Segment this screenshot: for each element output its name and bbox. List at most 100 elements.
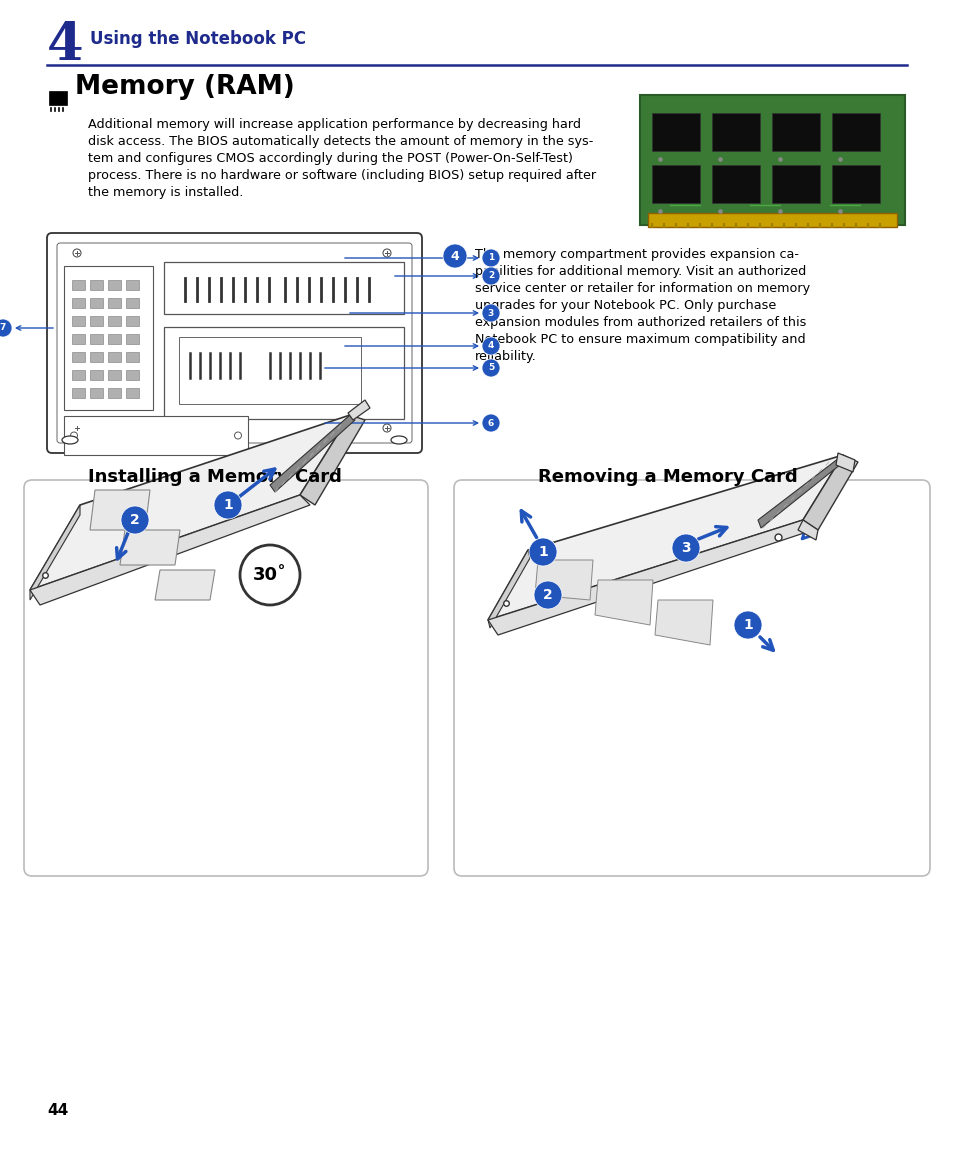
Circle shape <box>481 359 499 377</box>
Text: 2: 2 <box>542 588 553 602</box>
FancyBboxPatch shape <box>126 388 139 398</box>
FancyBboxPatch shape <box>71 352 85 362</box>
Text: Removing a Memory Card: Removing a Memory Card <box>537 468 797 486</box>
Text: expansion modules from authorized retailers of this: expansion modules from authorized retail… <box>475 316 805 329</box>
Circle shape <box>481 267 499 285</box>
Text: 1: 1 <box>537 545 547 559</box>
FancyBboxPatch shape <box>90 298 103 308</box>
FancyBboxPatch shape <box>164 262 403 314</box>
FancyBboxPatch shape <box>90 370 103 380</box>
Circle shape <box>733 611 761 639</box>
Circle shape <box>240 545 299 605</box>
Polygon shape <box>348 400 370 420</box>
Polygon shape <box>299 415 365 505</box>
Polygon shape <box>120 530 180 565</box>
Circle shape <box>481 304 499 322</box>
FancyBboxPatch shape <box>90 280 103 290</box>
Text: Additional memory will increase application performance by decreasing hard: Additional memory will increase applicat… <box>88 118 580 131</box>
Text: 3: 3 <box>680 541 690 556</box>
Text: 4: 4 <box>450 249 459 262</box>
FancyBboxPatch shape <box>831 165 879 203</box>
Text: disk access. The BIOS automatically detects the amount of memory in the sys-: disk access. The BIOS automatically dete… <box>88 135 593 148</box>
FancyBboxPatch shape <box>90 334 103 344</box>
Text: 1: 1 <box>487 253 494 262</box>
FancyBboxPatch shape <box>64 266 152 410</box>
FancyBboxPatch shape <box>49 91 67 105</box>
Circle shape <box>481 249 499 267</box>
Text: 4: 4 <box>487 342 494 350</box>
Ellipse shape <box>391 435 407 444</box>
FancyBboxPatch shape <box>164 327 403 419</box>
Circle shape <box>213 491 242 519</box>
Text: pabilities for additional memory. Visit an authorized: pabilities for additional memory. Visit … <box>475 264 805 278</box>
Polygon shape <box>595 580 652 625</box>
FancyBboxPatch shape <box>71 370 85 380</box>
Circle shape <box>481 337 499 355</box>
Text: Using the Notebook PC: Using the Notebook PC <box>90 30 306 49</box>
FancyBboxPatch shape <box>108 316 121 326</box>
Text: tem and configures CMOS accordingly during the POST (Power-On-Self-Test): tem and configures CMOS accordingly duri… <box>88 152 572 165</box>
FancyBboxPatch shape <box>90 316 103 326</box>
Polygon shape <box>30 505 80 599</box>
Polygon shape <box>758 455 845 528</box>
Text: The memory compartment provides expansion ca-: The memory compartment provides expansio… <box>475 248 799 261</box>
Circle shape <box>71 432 77 439</box>
FancyBboxPatch shape <box>24 480 428 875</box>
Text: reliability.: reliability. <box>475 350 537 363</box>
Polygon shape <box>488 550 530 628</box>
Text: service center or retailer for information on memory: service center or retailer for informati… <box>475 282 809 295</box>
FancyBboxPatch shape <box>57 243 412 444</box>
Polygon shape <box>655 599 712 644</box>
Circle shape <box>121 506 149 534</box>
Circle shape <box>534 581 561 609</box>
FancyBboxPatch shape <box>108 334 121 344</box>
Circle shape <box>73 249 81 258</box>
Circle shape <box>0 319 12 337</box>
Polygon shape <box>270 415 355 492</box>
FancyBboxPatch shape <box>90 352 103 362</box>
FancyBboxPatch shape <box>71 298 85 308</box>
FancyBboxPatch shape <box>71 334 85 344</box>
FancyBboxPatch shape <box>126 334 139 344</box>
FancyBboxPatch shape <box>454 480 929 875</box>
FancyBboxPatch shape <box>71 388 85 398</box>
FancyBboxPatch shape <box>639 95 904 225</box>
Circle shape <box>382 424 391 432</box>
FancyBboxPatch shape <box>651 165 700 203</box>
Text: the memory is installed.: the memory is installed. <box>88 186 243 199</box>
Text: 4: 4 <box>47 20 84 70</box>
FancyBboxPatch shape <box>179 337 360 404</box>
Text: process. There is no hardware or software (including BIOS) setup required after: process. There is no hardware or softwar… <box>88 169 596 182</box>
FancyBboxPatch shape <box>108 388 121 398</box>
Circle shape <box>234 432 241 439</box>
FancyBboxPatch shape <box>651 113 700 151</box>
Text: 7: 7 <box>0 323 6 333</box>
Polygon shape <box>488 455 842 620</box>
Text: 44: 44 <box>47 1103 69 1118</box>
Polygon shape <box>797 520 817 541</box>
Text: 30˚: 30˚ <box>253 566 287 584</box>
Text: Memory (RAM): Memory (RAM) <box>75 74 294 100</box>
Circle shape <box>529 538 557 566</box>
Text: Notebook PC to ensure maximum compatibility and: Notebook PC to ensure maximum compatibil… <box>475 333 804 346</box>
Text: Installing a Memory Card: Installing a Memory Card <box>88 468 341 486</box>
Text: 2: 2 <box>487 271 494 281</box>
Polygon shape <box>488 520 812 635</box>
FancyBboxPatch shape <box>831 113 879 151</box>
FancyBboxPatch shape <box>771 165 820 203</box>
Text: 5: 5 <box>487 364 494 373</box>
FancyBboxPatch shape <box>108 370 121 380</box>
Text: 2: 2 <box>130 513 140 527</box>
FancyBboxPatch shape <box>126 316 139 326</box>
FancyBboxPatch shape <box>711 165 760 203</box>
FancyBboxPatch shape <box>108 352 121 362</box>
Text: 1: 1 <box>742 618 752 632</box>
Text: 3: 3 <box>487 308 494 318</box>
Polygon shape <box>30 415 350 590</box>
Polygon shape <box>802 455 857 530</box>
FancyBboxPatch shape <box>108 280 121 290</box>
FancyBboxPatch shape <box>71 280 85 290</box>
Polygon shape <box>535 560 593 599</box>
FancyBboxPatch shape <box>108 298 121 308</box>
Ellipse shape <box>62 435 78 444</box>
